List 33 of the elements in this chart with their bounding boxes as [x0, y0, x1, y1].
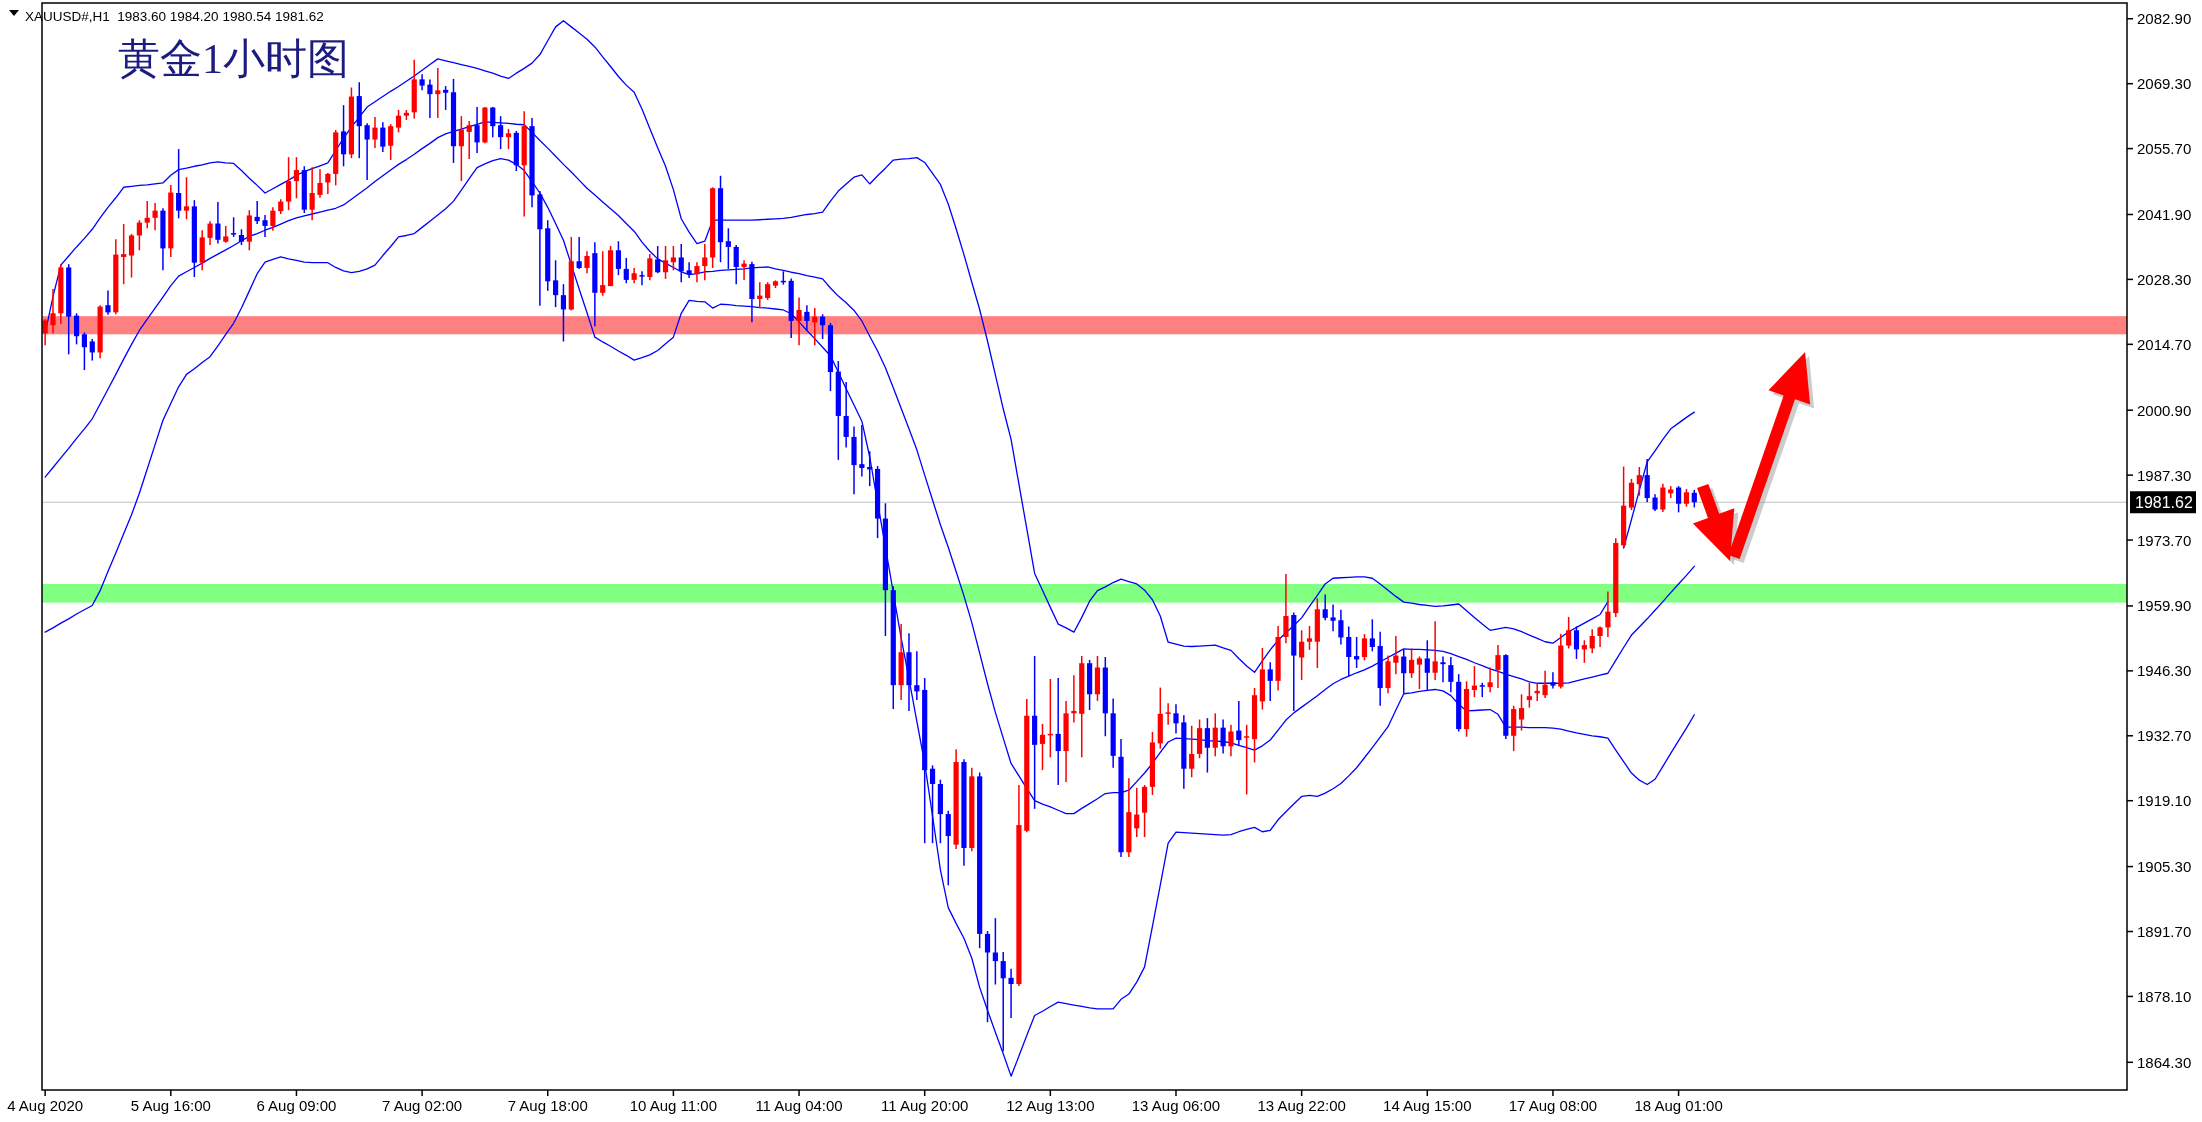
y-tick-label: 1919.10: [2137, 792, 2192, 810]
y-tick-label: 1905.30: [2137, 858, 2192, 876]
y-tick-label: 1864.30: [2137, 1053, 2192, 1071]
y-tick-label: 2055.70: [2137, 140, 2192, 158]
ref-line-label: 1981.62: [2135, 494, 2193, 512]
y-tick-label: 1932.70: [2137, 727, 2192, 745]
x-tick-label: 12 Aug 13:00: [1006, 1097, 1095, 1114]
y-tick-label: 2069.30: [2137, 75, 2192, 93]
x-tick-label: 5 Aug 16:00: [130, 1097, 211, 1114]
x-tick-label: 13 Aug 22:00: [1257, 1097, 1346, 1114]
y-tick-label: 1878.10: [2137, 987, 2192, 1005]
title: 黄金1小时图: [118, 36, 349, 82]
x-tick-label: 13 Aug 06:00: [1131, 1097, 1221, 1114]
y-tick-label: 2041.90: [2137, 205, 2192, 223]
y-tick-label: 1973.70: [2137, 531, 2192, 549]
x-tick-label: 17 Aug 08:00: [1508, 1097, 1598, 1114]
x-tick-label: 6 Aug 09:00: [256, 1097, 337, 1114]
y-tick-label: 1959.90: [2137, 597, 2192, 615]
x-tick-label: 7 Aug 02:00: [382, 1097, 463, 1114]
x-tick-label: 7 Aug 18:00: [507, 1097, 588, 1114]
x-tick-label: 10 Aug 11:00: [629, 1097, 718, 1114]
x-tick-label: 18 Aug 01:00: [1634, 1097, 1723, 1114]
y-tick-label: 2082.90: [2137, 10, 2192, 28]
x-tick-label: 14 Aug 15:00: [1383, 1097, 1472, 1114]
y-tick-label: 1891.70: [2137, 923, 2192, 941]
x-tick-label: 11 Aug 04:00: [755, 1097, 843, 1114]
x-tick-label: 4 Aug 2020: [7, 1097, 84, 1114]
x-tick-label: 11 Aug 20:00: [881, 1097, 969, 1114]
y-tick-label: 1946.30: [2137, 662, 2192, 680]
y-tick-label: 2000.90: [2137, 401, 2192, 419]
y-tick-label: 2014.70: [2137, 335, 2192, 353]
y-tick-label: 2028.30: [2137, 270, 2192, 288]
y-tick-label: 1987.30: [2137, 466, 2192, 484]
